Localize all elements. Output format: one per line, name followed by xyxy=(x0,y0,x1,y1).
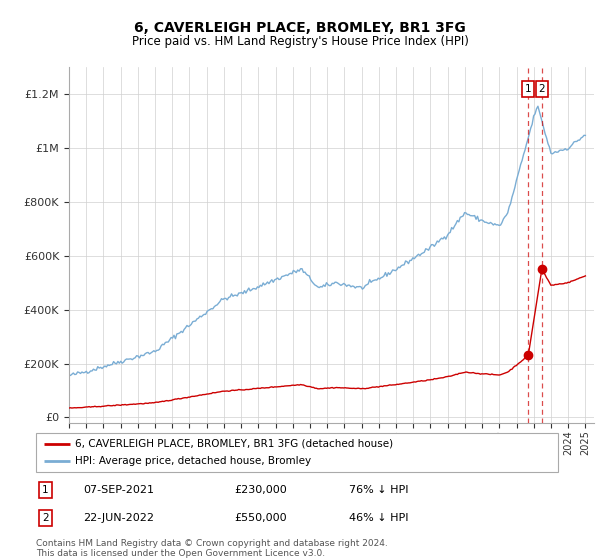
Text: HPI: Average price, detached house, Bromley: HPI: Average price, detached house, Brom… xyxy=(75,456,311,466)
Text: 2: 2 xyxy=(42,513,49,523)
Text: 6, CAVERLEIGH PLACE, BROMLEY, BR1 3FG: 6, CAVERLEIGH PLACE, BROMLEY, BR1 3FG xyxy=(134,21,466,35)
Text: 1: 1 xyxy=(525,84,532,94)
Text: 07-SEP-2021: 07-SEP-2021 xyxy=(83,485,154,495)
Text: 76% ↓ HPI: 76% ↓ HPI xyxy=(349,485,409,495)
Text: £230,000: £230,000 xyxy=(235,485,287,495)
FancyBboxPatch shape xyxy=(36,433,558,472)
Text: £550,000: £550,000 xyxy=(235,513,287,523)
Text: 22-JUN-2022: 22-JUN-2022 xyxy=(83,513,154,523)
Text: 1: 1 xyxy=(42,485,49,495)
Text: Price paid vs. HM Land Registry's House Price Index (HPI): Price paid vs. HM Land Registry's House … xyxy=(131,35,469,48)
Text: 6, CAVERLEIGH PLACE, BROMLEY, BR1 3FG (detached house): 6, CAVERLEIGH PLACE, BROMLEY, BR1 3FG (d… xyxy=(75,438,393,449)
Text: 46% ↓ HPI: 46% ↓ HPI xyxy=(349,513,409,523)
Text: Contains HM Land Registry data © Crown copyright and database right 2024.
This d: Contains HM Land Registry data © Crown c… xyxy=(36,539,388,558)
Text: 2: 2 xyxy=(539,84,545,94)
